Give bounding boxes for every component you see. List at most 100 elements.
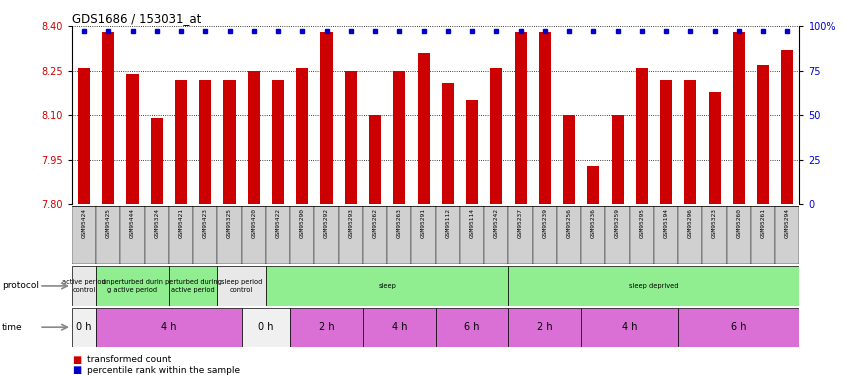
Text: GSM95112: GSM95112 <box>445 208 450 238</box>
Bar <box>96 266 169 306</box>
Bar <box>684 80 696 204</box>
Bar <box>635 68 648 204</box>
Text: 4 h: 4 h <box>392 322 407 332</box>
Bar <box>338 206 363 264</box>
Text: GSM95259: GSM95259 <box>615 208 620 238</box>
Bar <box>442 82 453 204</box>
Bar <box>508 206 533 264</box>
Bar <box>678 206 702 264</box>
Bar <box>96 308 242 347</box>
Bar <box>363 308 436 347</box>
Bar <box>678 308 799 347</box>
Bar <box>587 166 599 204</box>
Bar <box>775 206 799 264</box>
Text: 4 h: 4 h <box>622 322 637 332</box>
Bar <box>708 92 721 204</box>
Bar <box>490 68 503 204</box>
Bar <box>120 206 145 264</box>
Bar <box>393 71 405 204</box>
Bar <box>217 206 242 264</box>
Bar <box>508 266 799 306</box>
Text: GSM95292: GSM95292 <box>324 208 329 238</box>
Bar <box>242 206 266 264</box>
Text: GSM95420: GSM95420 <box>251 208 256 238</box>
Bar <box>702 206 727 264</box>
Text: transformed count: transformed count <box>87 356 172 364</box>
Text: active period
control: active period control <box>62 279 106 292</box>
Text: GSM95324: GSM95324 <box>154 208 159 238</box>
Bar <box>387 206 411 264</box>
Text: ■: ■ <box>72 366 81 375</box>
Bar <box>315 206 338 264</box>
Bar <box>727 206 751 264</box>
Bar <box>151 118 162 204</box>
Bar <box>169 266 217 306</box>
Bar <box>606 206 629 264</box>
Text: GSM95323: GSM95323 <box>712 208 717 238</box>
Bar <box>199 80 212 204</box>
Bar <box>612 116 624 204</box>
Text: percentile rank within the sample: percentile rank within the sample <box>87 366 240 375</box>
Bar <box>223 80 235 204</box>
Bar <box>563 116 575 204</box>
Bar <box>290 308 363 347</box>
Text: GSM95421: GSM95421 <box>179 208 184 238</box>
Text: GSM95114: GSM95114 <box>470 208 475 238</box>
Text: 0 h: 0 h <box>76 322 91 332</box>
Text: GSM95194: GSM95194 <box>663 208 668 238</box>
Bar <box>514 32 526 204</box>
Text: GSM95237: GSM95237 <box>518 208 523 238</box>
Bar <box>369 116 381 204</box>
Bar <box>508 308 581 347</box>
Bar <box>102 32 114 204</box>
Text: GSM95263: GSM95263 <box>397 208 402 238</box>
Bar <box>417 53 430 204</box>
Bar <box>581 308 678 347</box>
Bar <box>96 206 120 264</box>
Bar <box>72 308 96 347</box>
Text: sleep deprived: sleep deprived <box>629 283 678 289</box>
Text: GSM95291: GSM95291 <box>421 208 426 238</box>
Bar <box>217 266 266 306</box>
Bar <box>248 71 260 204</box>
Text: 2 h: 2 h <box>537 322 552 332</box>
Text: protocol: protocol <box>2 281 39 290</box>
Bar <box>169 206 193 264</box>
Bar <box>175 80 187 204</box>
Text: GSM95256: GSM95256 <box>567 208 572 238</box>
Text: time: time <box>2 322 22 332</box>
Bar <box>539 32 551 204</box>
Bar <box>72 206 96 264</box>
Text: GSM95239: GSM95239 <box>542 208 547 238</box>
Bar <box>242 308 290 347</box>
Text: GSM95296: GSM95296 <box>688 208 693 238</box>
Bar <box>654 206 678 264</box>
Bar <box>782 50 794 204</box>
Bar <box>557 206 581 264</box>
Bar <box>460 206 484 264</box>
Text: GDS1686 / 153031_at: GDS1686 / 153031_at <box>72 12 201 25</box>
Text: 0 h: 0 h <box>258 322 273 332</box>
Bar <box>751 206 775 264</box>
Bar <box>72 266 96 306</box>
Text: GSM95242: GSM95242 <box>494 208 499 238</box>
Text: perturbed during
active period: perturbed during active period <box>165 279 222 292</box>
Text: GSM95261: GSM95261 <box>761 208 766 238</box>
Text: GSM95260: GSM95260 <box>736 208 741 238</box>
Bar <box>266 206 290 264</box>
Text: GSM95423: GSM95423 <box>203 208 208 238</box>
Text: GSM95422: GSM95422 <box>276 208 281 238</box>
Bar <box>126 74 139 204</box>
Bar <box>145 206 169 264</box>
Bar <box>466 100 478 204</box>
Bar <box>344 71 357 204</box>
Text: GSM95294: GSM95294 <box>785 208 790 238</box>
Text: GSM95293: GSM95293 <box>349 208 354 238</box>
Text: GSM95236: GSM95236 <box>591 208 596 238</box>
Text: GSM95444: GSM95444 <box>130 208 135 238</box>
Text: sleep: sleep <box>378 283 396 289</box>
Text: GSM95325: GSM95325 <box>227 208 232 238</box>
Bar <box>484 206 508 264</box>
Text: GSM95425: GSM95425 <box>106 208 111 238</box>
Text: 4 h: 4 h <box>162 322 177 332</box>
